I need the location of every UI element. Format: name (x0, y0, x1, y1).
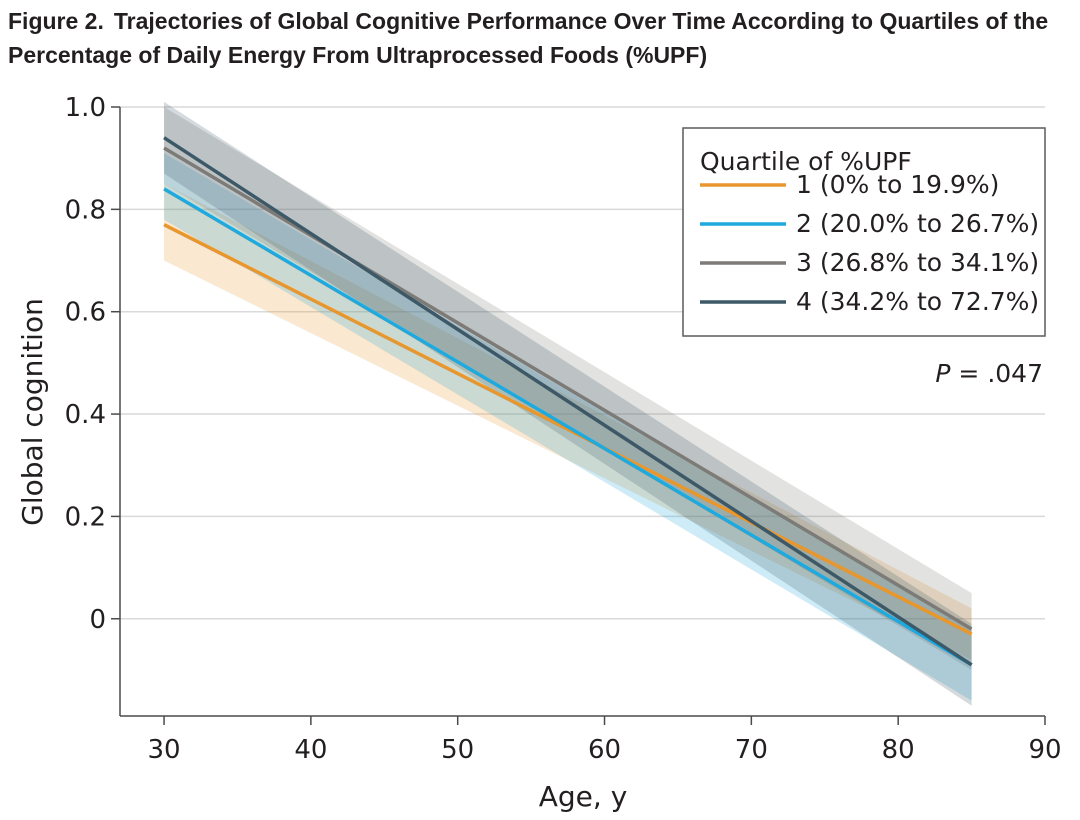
x-tick-label: 80 (882, 735, 915, 765)
x-tick-label: 70 (735, 735, 768, 765)
tick-labels: 0 0.2 0.4 0.6 0.8 1.0 30 40 50 60 70 80 90 (65, 93, 1062, 765)
y-tick-label: 1.0 (65, 93, 106, 123)
series-line (163, 223, 973, 636)
series-lines (163, 136, 973, 667)
p-value-annotation: P = .047 (935, 359, 1043, 388)
x-tick-label: 30 (148, 735, 181, 765)
x-tick-label: 60 (588, 735, 621, 765)
series-line (163, 146, 973, 631)
figure-title-text: Trajectories of Global Cognitive Perform… (8, 8, 1049, 68)
y-tick-label: 0.2 (65, 502, 106, 532)
figure-title: Figure 2. Trajectories of Global Cognitiv… (8, 4, 1072, 72)
y-tick-label: 0 (89, 605, 106, 635)
series-line (163, 187, 973, 667)
y-tick-label: 0.4 (65, 400, 106, 430)
x-axis-label: Age, y (539, 780, 628, 813)
confidence-band (164, 183, 972, 660)
x-tick-label: 40 (294, 735, 327, 765)
y-axis-label: Global cognition (16, 298, 49, 526)
confidence-band (164, 101, 972, 706)
legend-label: 4 (34.2% to 72.7%) (796, 287, 1039, 316)
axes (111, 106, 1046, 725)
y-tick-label: 0.8 (65, 195, 106, 225)
series-line (163, 136, 973, 667)
y-tick-label: 0.6 (65, 298, 106, 328)
legend-label: 1 (0% to 19.9%) (796, 170, 999, 199)
legend: Quartile of %UPF 1 (0% to 19.9%) 2 (20.0%… (682, 127, 1046, 337)
legend-label: 2 (20.0% to 26.7%) (796, 209, 1039, 238)
legend-label: 3 (26.8% to 34.1%) (796, 248, 1039, 277)
figure-label: Figure 2. (8, 8, 104, 34)
x-tick-label: 50 (441, 735, 474, 765)
x-tick-label: 90 (1028, 735, 1061, 765)
p-value-text: = .047 (950, 359, 1043, 388)
p-value-symbol: P (935, 359, 951, 388)
legend-title: Quartile of %UPF (700, 147, 912, 176)
